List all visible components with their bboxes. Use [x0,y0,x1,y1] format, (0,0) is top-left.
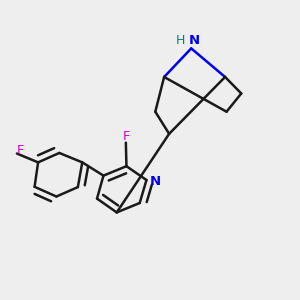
Text: F: F [122,130,129,143]
Text: N: N [189,34,200,47]
Text: N: N [150,175,161,188]
Text: F: F [16,144,23,157]
Text: H: H [175,34,185,47]
